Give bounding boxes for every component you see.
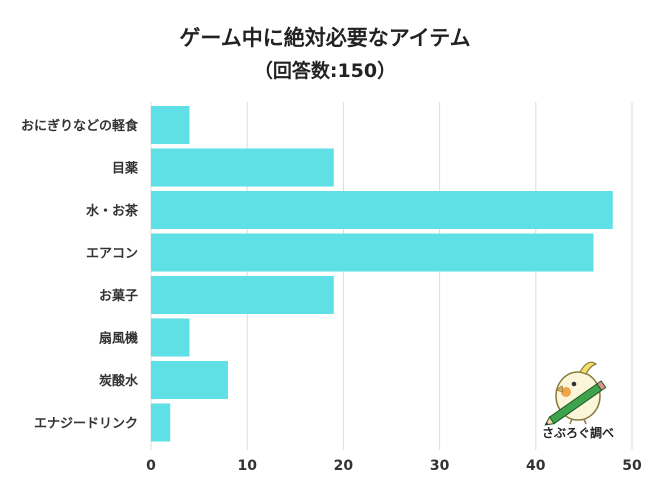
- logo-text: さぶろぐ調べ: [541, 426, 614, 440]
- category-label: 炭酸水: [99, 373, 139, 389]
- x-tick-label: 40: [526, 458, 546, 474]
- tick-labels: 0 10 20 30 40 50: [146, 458, 642, 474]
- bar: [151, 148, 334, 187]
- x-tick-label: 0: [146, 458, 156, 474]
- category-label: お菓子: [99, 288, 138, 304]
- category-label: エナジードリンク: [34, 417, 138, 432]
- bar: [151, 403, 171, 442]
- chart-subtitle: （回答数:150）: [253, 60, 397, 82]
- category-label: エアコン: [86, 247, 138, 262]
- bar: [151, 233, 594, 272]
- x-tick-label: 30: [430, 458, 450, 474]
- x-tick-label: 50: [622, 458, 642, 474]
- category-label: 目薬: [112, 161, 139, 177]
- bar: [151, 318, 190, 357]
- bar: [151, 191, 613, 229]
- category-label: おにぎりなどの軽食: [21, 118, 139, 134]
- bird-icon: [544, 361, 607, 426]
- x-tick-label: 20: [334, 458, 354, 474]
- bar-layer: [151, 106, 613, 442]
- bar: [151, 106, 190, 144]
- bar: [151, 361, 228, 399]
- brand-logo: さぶろぐ調べ: [528, 352, 628, 442]
- category-label: 扇風機: [99, 331, 138, 347]
- x-tick-label: 10: [237, 458, 257, 474]
- chart-title: ゲーム中に絶対必要なアイテム: [179, 26, 471, 50]
- category-label: 水・お茶: [86, 203, 139, 219]
- bar: [151, 276, 334, 314]
